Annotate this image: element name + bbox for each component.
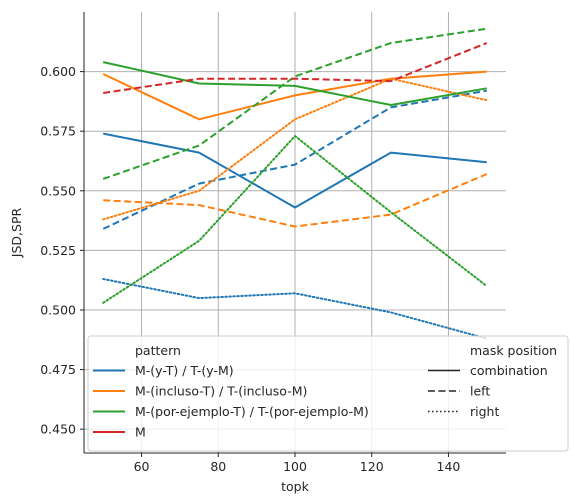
series-line [103, 42, 488, 94]
y-tick-label: 0.525 [40, 243, 76, 258]
y-tick-label: 0.450 [40, 422, 76, 437]
legend-style-label: right [470, 404, 499, 419]
legend-style-label: left [470, 384, 490, 399]
x-tick-label: 120 [360, 459, 384, 474]
y-tick-label: 0.550 [40, 183, 76, 198]
series-line [102, 27, 487, 180]
legend: pattern M-(y-T) / T-(y-M) M-(incluso-T) / … [87, 335, 569, 452]
legend-label: M-(incluso-T) / T-(incluso-M) [135, 384, 307, 399]
y-tick-label: 0.600 [40, 64, 76, 79]
x-tick-label: 140 [437, 459, 461, 474]
legend-title-pattern: pattern [135, 343, 181, 358]
series-line [102, 70, 487, 121]
series-line [102, 278, 488, 340]
legend-label: M [135, 425, 146, 440]
x-tick-label: 80 [210, 459, 226, 474]
legend-label: M-(y-T) / T-(y-M) [135, 363, 234, 378]
axes [80, 12, 506, 457]
series-line [102, 61, 487, 106]
legend-style-label: combination [470, 363, 548, 378]
y-tick-label: 0.500 [40, 302, 76, 317]
x-tick-label: 60 [134, 459, 150, 474]
y-tick-label: 0.575 [40, 124, 76, 139]
tick-labels: 60 80 100 120 140 0.450 0.475 0.500 0.525 0.550 0.… [40, 64, 460, 474]
series-line [102, 77, 488, 221]
y-tick-label: 0.475 [40, 362, 76, 377]
series-lines [102, 27, 488, 340]
series-line [103, 173, 488, 228]
x-tick-label: 100 [283, 459, 307, 474]
legend-box [87, 335, 569, 452]
legend-label: M-(por-ejemplo-T) / T-(por-ejemplo-M) [135, 404, 369, 419]
series-line [103, 132, 487, 209]
y-axis-label: JSD,SPR [9, 208, 24, 259]
series-line [102, 135, 488, 304]
series-line [102, 89, 487, 230]
x-axis-label: topk [281, 479, 309, 494]
legend-title-mask: mask position [470, 343, 557, 358]
